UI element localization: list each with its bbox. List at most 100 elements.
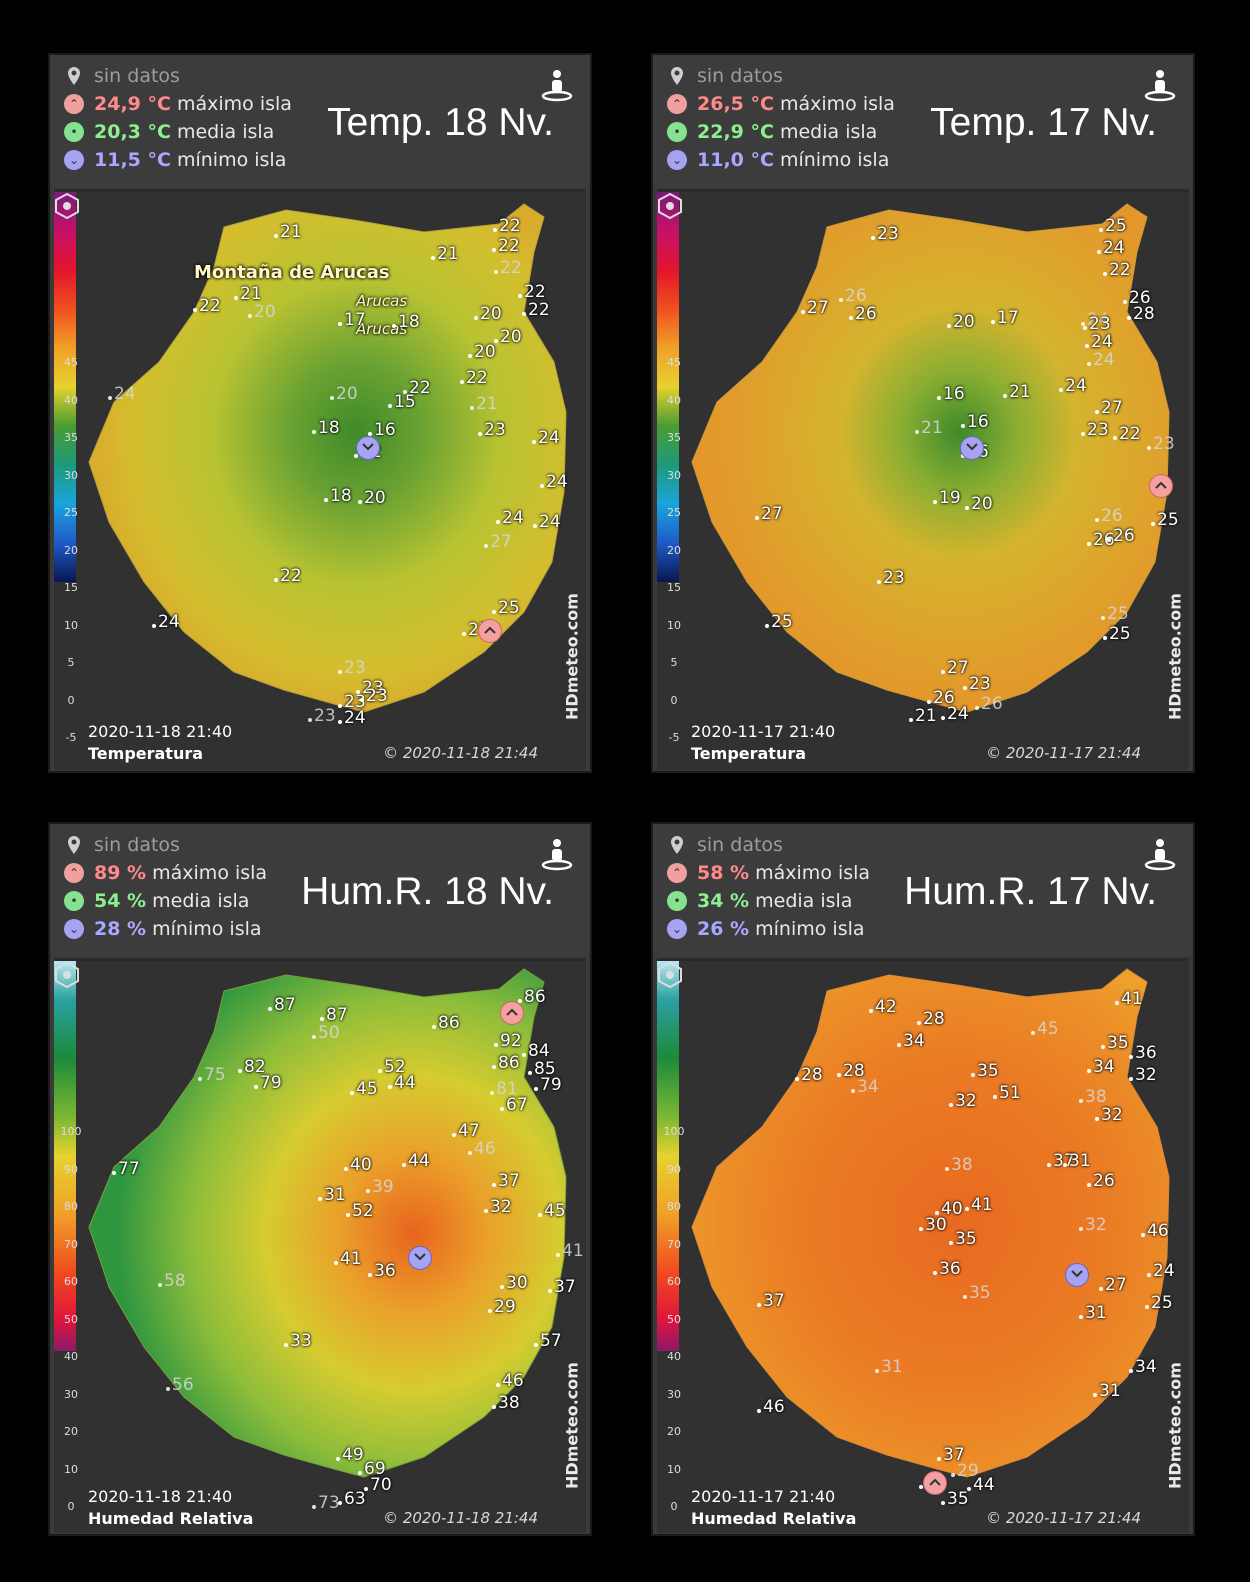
station-value-label[interactable]: 24 (540, 472, 568, 492)
station-value-label[interactable]: 24 (1059, 376, 1087, 396)
station-value-label[interactable]: 77 (112, 1159, 140, 1179)
station-value-label[interactable]: 67 (500, 1095, 528, 1115)
station-value-label[interactable]: 26 (1123, 288, 1151, 308)
station-value-label[interactable]: 24 (941, 704, 969, 724)
station-value-label[interactable]: 81 (490, 1079, 518, 1099)
station-value-label[interactable]: 46 (468, 1139, 496, 1159)
station-value-label[interactable]: 69 (358, 1459, 386, 1479)
person-location-icon[interactable] (1143, 69, 1177, 103)
station-value-label[interactable]: 22 (193, 296, 221, 316)
station-value-label[interactable]: 21 (274, 222, 302, 242)
station-value-label[interactable]: 28 (837, 1061, 865, 1081)
station-value-label[interactable]: 27 (484, 532, 512, 552)
station-value-label[interactable]: 32 (949, 1091, 977, 1111)
station-value-label[interactable]: 35 (949, 1229, 977, 1249)
station-value-label[interactable]: 46 (1141, 1221, 1169, 1241)
station-value-label[interactable]: 85 (528, 1059, 556, 1079)
station-value-label[interactable]: 20 (330, 384, 358, 404)
station-value-label[interactable]: 23 (1081, 420, 1109, 440)
station-value-label[interactable]: 32 (1129, 1065, 1157, 1085)
station-value-label[interactable]: 31 (1093, 1381, 1121, 1401)
station-value-label[interactable]: 50 (312, 1023, 340, 1043)
station-value-label[interactable]: 31 (1079, 1303, 1107, 1323)
station-value-label[interactable]: 47 (452, 1121, 480, 1141)
station-value-label[interactable]: 25 (765, 612, 793, 632)
maximum-marker[interactable] (478, 619, 502, 643)
station-value-label[interactable]: 31 (875, 1357, 903, 1377)
station-value-label[interactable]: 22 (522, 300, 550, 320)
station-value-label[interactable]: 30 (500, 1273, 528, 1293)
station-value-label[interactable]: 32 (1079, 1215, 1107, 1235)
station-value-label[interactable]: 22 (494, 258, 522, 278)
station-value-label[interactable]: 38 (492, 1393, 520, 1413)
station-value-label[interactable]: 35 (941, 1489, 969, 1509)
station-value-label[interactable]: 37 (548, 1277, 576, 1297)
station-value-label[interactable]: 24 (532, 428, 560, 448)
station-value-label[interactable]: 15 (388, 392, 416, 412)
station-value-label[interactable]: 45 (538, 1201, 566, 1221)
station-value-label[interactable]: 44 (402, 1151, 430, 1171)
station-value-label[interactable]: 21 (431, 244, 459, 264)
station-value-label[interactable]: 42 (869, 997, 897, 1017)
station-value-label[interactable]: 22 (274, 566, 302, 586)
station-value-label[interactable]: 38 (945, 1155, 973, 1175)
station-value-label[interactable]: 87 (268, 995, 296, 1015)
station-value-label[interactable]: 23 (478, 420, 506, 440)
station-value-label[interactable]: 20 (965, 494, 993, 514)
station-value-label[interactable]: 63 (338, 1489, 366, 1509)
station-value-label[interactable]: 24 (338, 708, 366, 728)
station-value-label[interactable]: 28 (917, 1009, 945, 1029)
station-value-label[interactable]: 23 (360, 686, 388, 706)
station-value-label[interactable]: 24 (1081, 310, 1109, 330)
station-value-label[interactable]: 23 (338, 658, 366, 678)
station-value-label[interactable]: 37 (492, 1171, 520, 1191)
station-value-label[interactable]: 27 (801, 298, 829, 318)
station-value-label[interactable]: 22 (1113, 424, 1141, 444)
station-value-label[interactable]: 31 (318, 1185, 346, 1205)
station-value-label[interactable]: 22 (518, 282, 546, 302)
station-value-label[interactable]: 87 (320, 1005, 348, 1025)
station-value-label[interactable]: 32 (1095, 1105, 1123, 1125)
station-value-label[interactable]: 34 (897, 1031, 925, 1051)
minimum-marker[interactable] (356, 436, 380, 460)
station-value-label[interactable]: 33 (284, 1331, 312, 1351)
station-value-label[interactable]: 17 (338, 310, 366, 330)
station-value-label[interactable]: 41 (965, 1195, 993, 1215)
station-value-label[interactable]: 92 (494, 1031, 522, 1051)
station-value-label[interactable]: 31 (1063, 1151, 1091, 1171)
station-value-label[interactable]: 27 (941, 658, 969, 678)
station-value-label[interactable]: 27 (1095, 398, 1123, 418)
station-value-label[interactable]: 37 (757, 1291, 785, 1311)
station-value-label[interactable]: 27 (755, 504, 783, 524)
station-value-label[interactable]: 46 (496, 1371, 524, 1391)
station-value-label[interactable]: 25 (492, 598, 520, 618)
station-value-label[interactable]: 28 (795, 1065, 823, 1085)
station-value-label[interactable]: 25 (1099, 216, 1127, 236)
station-value-label[interactable]: 18 (312, 418, 340, 438)
station-value-label[interactable]: 24 (152, 612, 180, 632)
station-value-label[interactable]: 21 (915, 418, 943, 438)
station-value-label[interactable]: 24 (1087, 350, 1115, 370)
station-value-label[interactable]: 26 (927, 688, 955, 708)
station-value-label[interactable]: 21 (470, 394, 498, 414)
station-value-label[interactable]: 37 (1047, 1151, 1075, 1171)
station-value-label[interactable]: 21 (1003, 382, 1031, 402)
station-value-label[interactable]: 51 (993, 1083, 1021, 1103)
station-value-label[interactable]: 41 (556, 1241, 584, 1261)
station-value-label[interactable]: 22 (1103, 260, 1131, 280)
station-value-label[interactable]: 25 (1145, 1293, 1173, 1313)
station-value-label[interactable]: 20 (947, 312, 975, 332)
station-value-label[interactable]: 40 (935, 1199, 963, 1219)
station-value-label[interactable]: 44 (967, 1475, 995, 1495)
station-value-label[interactable]: 24 (108, 384, 136, 404)
station-value-label[interactable]: 86 (432, 1013, 460, 1033)
station-value-label[interactable]: 34 (1087, 1057, 1115, 1077)
station-value-label[interactable]: 35 (1101, 1033, 1129, 1053)
station-value-label[interactable]: 84 (522, 1041, 550, 1061)
station-value-label[interactable]: 49 (336, 1445, 364, 1465)
station-value-label[interactable]: 40 (344, 1155, 372, 1175)
station-value-label[interactable]: 58 (158, 1271, 186, 1291)
station-value-label[interactable]: 20 (494, 327, 522, 347)
